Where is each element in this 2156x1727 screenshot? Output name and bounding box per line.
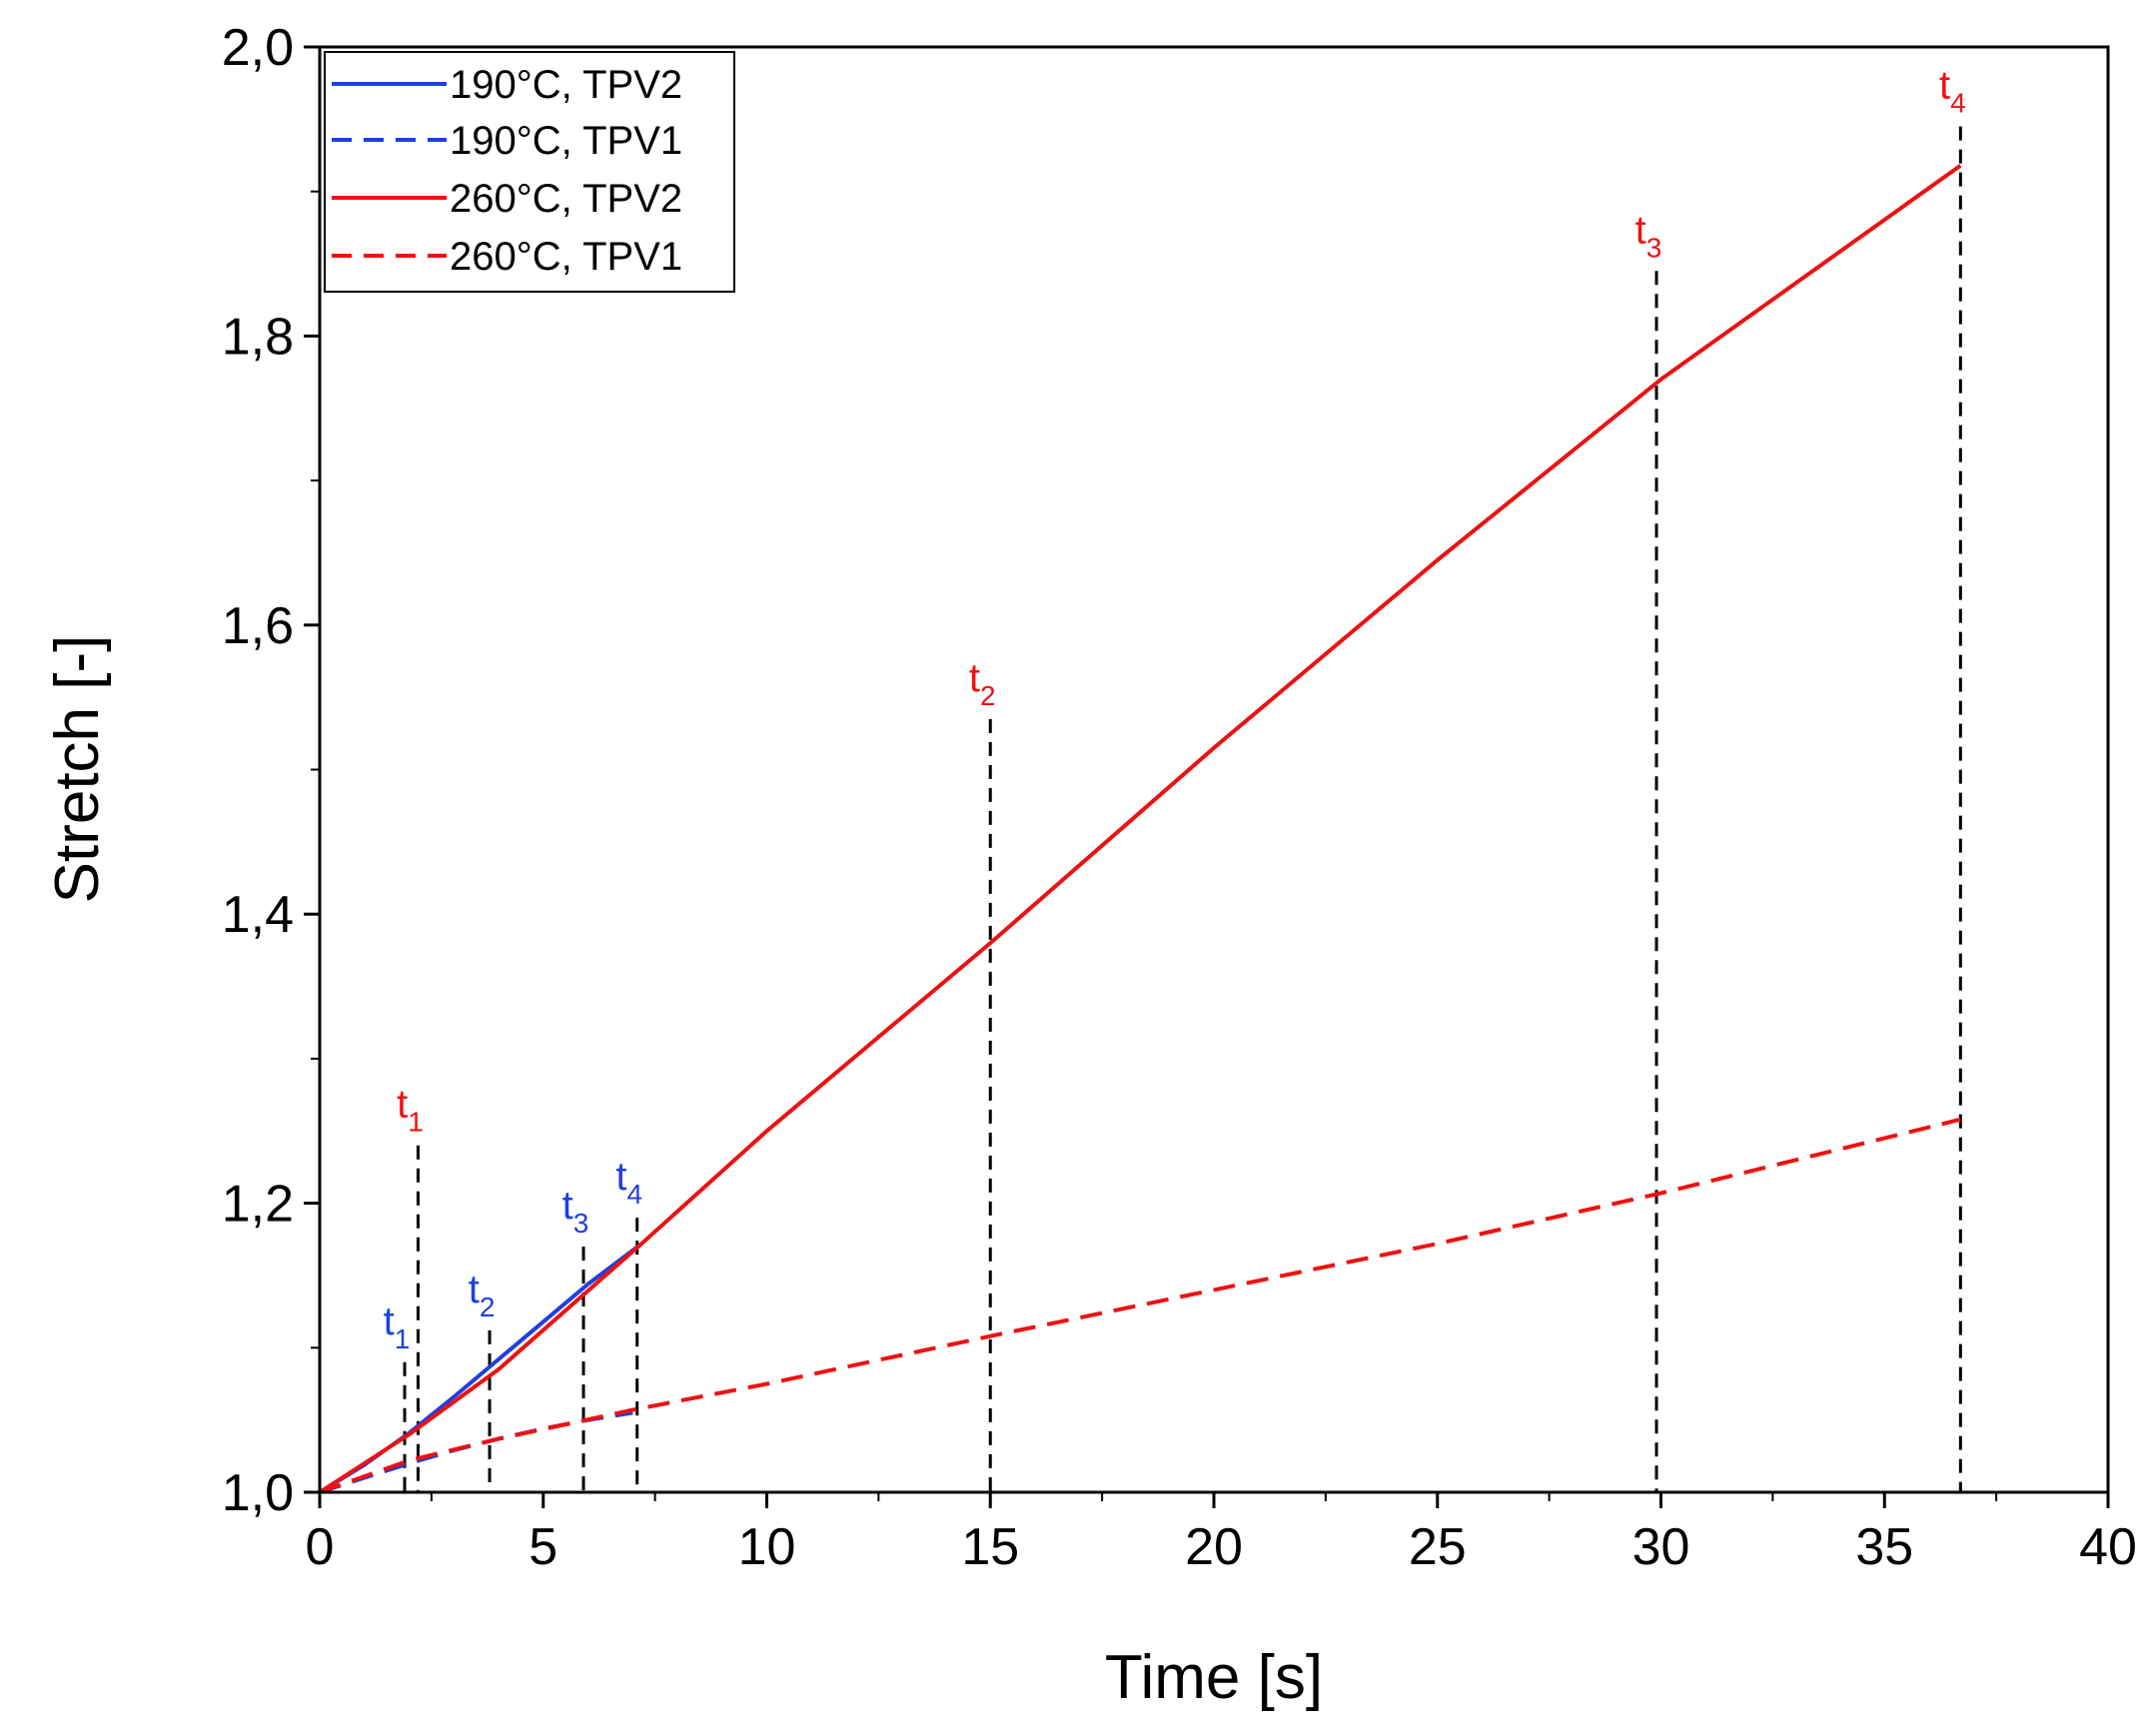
tick-labels: 0 5 10 15 20 25 30 35 40 1,0 1,2 1,4 1,6 1,8 2,0 [222,19,2137,1576]
legend-label-260-tpv2: 260°C, TPV2 [450,177,682,221]
marker-label-red-t4: t4 [1939,64,1966,119]
series-line-260-tpv1 [319,1117,1961,1494]
x-tick-label: 30 [1632,1518,1690,1576]
legend-label-190-tpv2: 190°C, TPV2 [450,63,682,107]
y-axis-title: Stretch [-] [43,635,112,904]
marker-label-blue-t4: t4 [615,1155,642,1210]
legend-label-260-tpv1: 260°C, TPV1 [450,235,682,279]
y-tick-label: 1,0 [222,1464,294,1522]
legend-box [324,51,735,293]
data-series [318,164,1962,1494]
x-tick-label: 25 [1409,1518,1467,1576]
series-line-190-tpv2 [318,1242,643,1494]
legend: 190°C, TPV2 190°C, TPV1 260°C, TPV2 260°… [324,51,735,293]
x-tick-label: 10 [738,1518,796,1576]
x-axis-title: Time [s] [1105,1643,1323,1712]
y-tick-label: 1,6 [222,597,294,655]
marker-label-blue-t3: t3 [562,1184,589,1239]
marker-label-blue-t1: t1 [384,1299,411,1354]
legend-label-190-tpv1: 190°C, TPV1 [450,119,682,163]
marker-label-red-t3: t3 [1635,208,1662,263]
x-tick-label: 15 [961,1518,1019,1576]
x-tick-label: 5 [529,1518,557,1576]
series-line-260-tpv2 [318,164,1962,1494]
y-tick-label: 2,0 [222,19,294,77]
x-tick-label: 20 [1185,1518,1243,1576]
marker-label-blue-t2: t2 [469,1268,496,1322]
y-tick-label: 1,2 [222,1176,294,1234]
y-tick-label: 1,4 [222,886,294,944]
marker-label-red-t2: t2 [969,656,996,711]
x-tick-label: 40 [2079,1518,2137,1576]
plot-frame [318,45,2110,1494]
marker-label-red-t1: t1 [397,1083,424,1138]
y-tick-label: 1,8 [222,308,294,366]
x-tick-label: 0 [306,1518,335,1576]
series-line-190-tpv1 [319,1410,633,1494]
x-tick-label: 35 [1855,1518,1913,1576]
